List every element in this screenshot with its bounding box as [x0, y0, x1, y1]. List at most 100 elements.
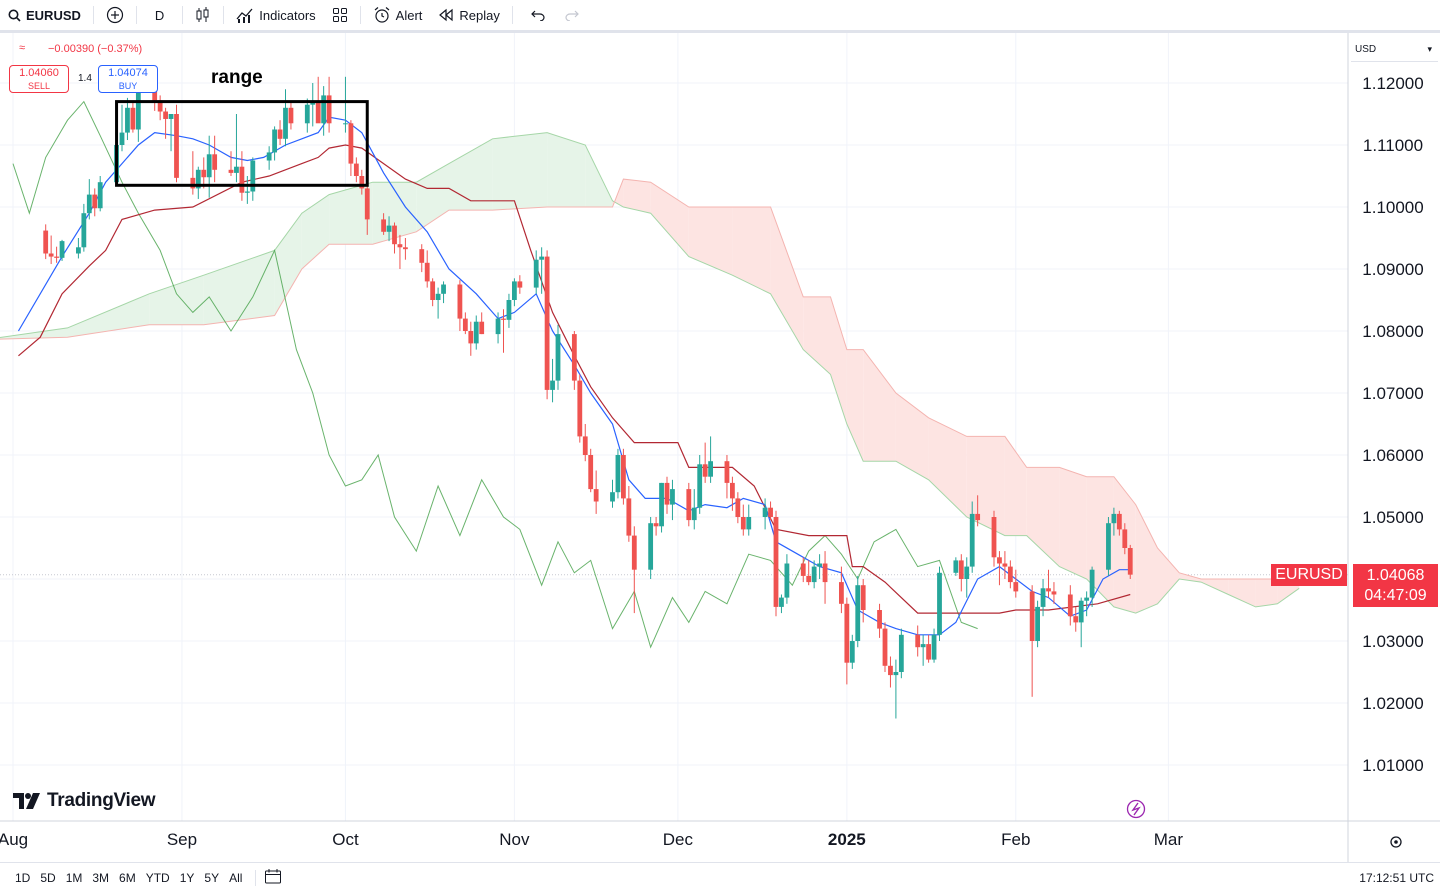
candle-body-down — [724, 461, 730, 483]
range-1m[interactable]: 1M — [65, 870, 83, 885]
candle-body-down — [392, 225, 397, 245]
candle-body-up — [59, 241, 65, 258]
chart-type-button[interactable] — [187, 0, 219, 30]
goto-date-button[interactable] — [264, 868, 282, 887]
candle-body-down — [571, 334, 577, 381]
symbol-price-label: EURUSD — [1271, 564, 1347, 586]
x-tick-label: Aug — [0, 830, 28, 849]
cloud-segment-bear — [732, 207, 771, 294]
candle-body-down — [844, 603, 850, 663]
candle-body-up — [533, 259, 539, 288]
plus-circle-icon — [106, 6, 124, 24]
candle-body-up — [555, 334, 561, 381]
divider — [359, 6, 361, 24]
candle-body-up — [920, 644, 926, 648]
candle-body-up — [343, 123, 348, 125]
candle-body-down — [1046, 588, 1051, 592]
candle-body-down — [626, 498, 632, 536]
range-1d[interactable]: 1D — [15, 870, 31, 885]
settings-gear-icon — [1390, 836, 1402, 848]
tradingview-logo-icon — [13, 793, 40, 809]
y-tick-label: 1.07000 — [1362, 384, 1423, 403]
tradingview-logo[interactable]: TradingView — [13, 790, 156, 812]
divider — [511, 6, 513, 24]
interval-button[interactable]: D — [141, 0, 178, 30]
cloud-segment-bull — [67, 293, 150, 338]
range-3m[interactable]: 3M — [92, 870, 110, 885]
range-5d[interactable]: 5D — [40, 870, 56, 885]
replay-button[interactable]: Replay — [430, 0, 507, 30]
candle-body-down — [462, 318, 468, 331]
range-annotation[interactable]: range — [211, 67, 263, 88]
candle-body-up — [304, 104, 310, 124]
y-tick-label: 1.03000 — [1362, 632, 1423, 651]
cloud-segment-bear — [1201, 579, 1229, 595]
candle-body-up — [119, 132, 125, 145]
candle-body-down — [43, 230, 49, 254]
y-tick-label: 1.05000 — [1362, 508, 1423, 527]
candle-body-up — [86, 194, 92, 214]
utc-clock[interactable]: 17:12:51 UTC — [1359, 871, 1434, 885]
candle-body-down — [991, 517, 997, 558]
candle-body-up — [473, 321, 479, 344]
candle-body-down — [1116, 513, 1122, 530]
symbol-search[interactable]: EURUSD — [0, 0, 89, 30]
range-5y[interactable]: 5Y — [204, 870, 220, 885]
candle-body-up — [168, 114, 174, 119]
candle-body-up — [1084, 597, 1090, 601]
undo-button[interactable] — [517, 0, 557, 30]
candle-body-down — [664, 482, 670, 505]
candle-body-up — [76, 247, 81, 254]
templates-button[interactable] — [324, 0, 356, 30]
candle-body-up — [969, 513, 975, 567]
range-1y[interactable]: 1Y — [179, 870, 195, 885]
sell-label: SELL — [27, 81, 51, 91]
buy-button[interactable]: 1.04074 BUY — [98, 65, 158, 93]
cloud-segment-bear — [928, 417, 967, 517]
candle-body-down — [403, 247, 408, 250]
candle-body-up — [310, 101, 316, 105]
alert-button[interactable]: Alert — [365, 0, 431, 30]
cloud-segment-bear — [895, 393, 929, 480]
cloud-segment-bull — [492, 132, 548, 211]
y-tick-label: 1.11000 — [1363, 136, 1423, 155]
sell-button[interactable]: 1.04060 SELL — [9, 65, 69, 93]
buy-price: 1.04074 — [108, 67, 148, 79]
symbol-label: EURUSD — [26, 7, 81, 23]
cloud-segment-bear — [1228, 579, 1256, 607]
candle-body-down — [201, 169, 207, 178]
candle-body-up — [811, 566, 817, 583]
range-all[interactable]: All — [229, 870, 243, 885]
redo-button[interactable] — [557, 0, 589, 30]
compare-button[interactable] — [98, 0, 132, 30]
x-tick-label: Feb — [1001, 830, 1030, 849]
currency-select[interactable]: USD ▾ — [1351, 39, 1438, 62]
x-tick-label: 2025 — [828, 830, 866, 849]
indicators-button[interactable]: Indicators — [228, 0, 323, 30]
y-tick-label: 1.12000 — [1362, 74, 1423, 93]
candle-body-down — [915, 634, 921, 648]
range-ytd[interactable]: YTD — [145, 870, 170, 885]
candle-body-down — [544, 256, 550, 390]
y-tick-label: 1.02000 — [1362, 694, 1423, 713]
candle-body-up — [506, 300, 512, 320]
price-chart[interactable]: 1.12000 1.11000 1.10000 1.09000 1.08000 1.070… — [0, 33, 1440, 862]
candle-body-down — [1067, 594, 1073, 617]
replay-label: Replay — [459, 7, 500, 23]
cloud-segment-bull — [274, 213, 302, 316]
senkou-span-a — [0, 132, 1300, 614]
range-6m[interactable]: 6M — [119, 870, 136, 885]
candle-body-down — [582, 436, 588, 455]
candle-body-down — [1127, 548, 1133, 575]
candles — [43, 76, 1133, 719]
candle-body-down — [1051, 591, 1057, 595]
lightning-icon — [1126, 799, 1146, 819]
cloud-segment-bear — [770, 207, 804, 350]
candle-body-up — [125, 107, 130, 133]
candle-body-up — [849, 641, 855, 663]
candle-body-down — [288, 107, 294, 124]
candle-body-down — [430, 281, 436, 300]
candle-body-down — [48, 253, 54, 257]
candle-body-down — [228, 169, 234, 173]
candle-body-up — [762, 507, 768, 517]
